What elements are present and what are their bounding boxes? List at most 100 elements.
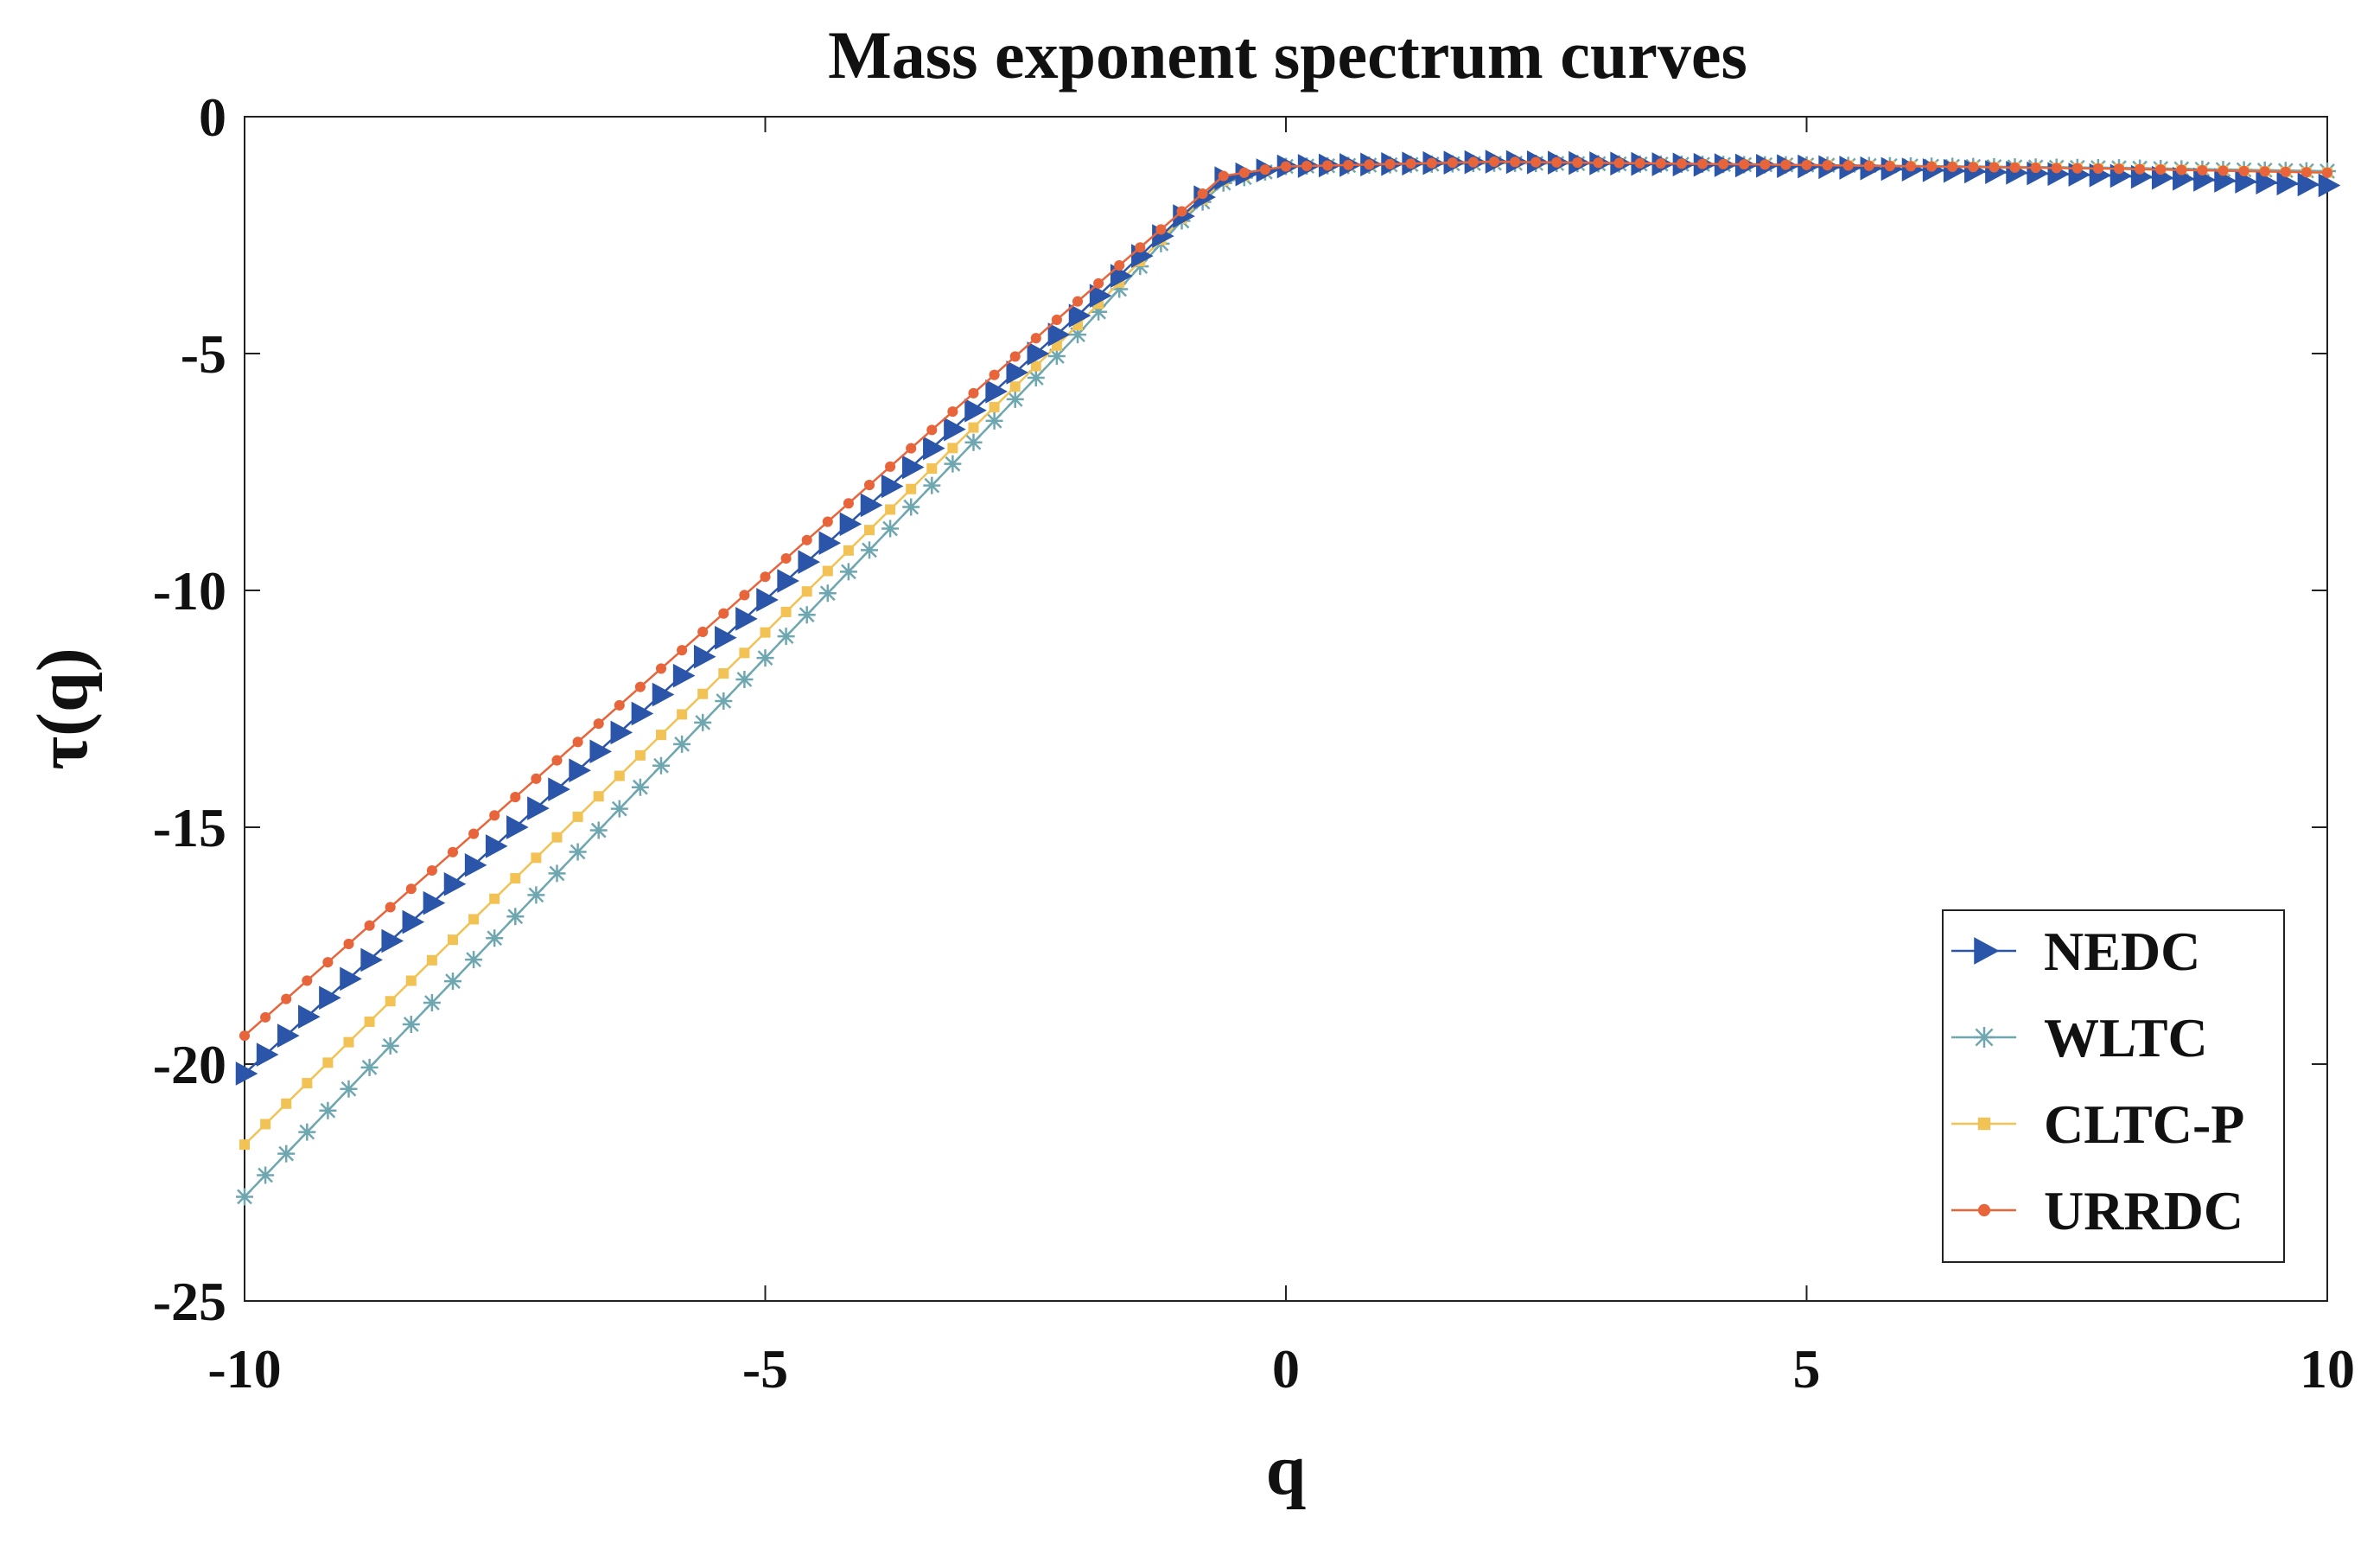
y-tick-label: -10 <box>153 560 226 622</box>
data-point-cltc-p <box>593 791 604 802</box>
data-point-wltc <box>277 1144 296 1163</box>
data-point-nedc <box>589 739 613 764</box>
data-point-urrdc <box>2051 163 2062 174</box>
data-point-urrdc <box>1280 161 1292 172</box>
data-point-wltc <box>923 476 941 494</box>
data-point-cltc-p <box>760 627 771 638</box>
data-point-nedc <box>360 947 383 972</box>
x-tick-label: 0 <box>1272 1338 1300 1400</box>
data-point-urrdc <box>947 406 958 418</box>
data-point-nedc <box>319 985 341 1011</box>
data-point-cltc-p <box>677 709 688 720</box>
data-point-nedc <box>964 398 987 423</box>
data-point-urrdc <box>385 902 396 913</box>
data-point-nedc <box>610 720 633 745</box>
data-point-nedc <box>944 417 966 442</box>
legend: NEDC WLTC CLTC-P URRDC <box>1942 909 2285 1263</box>
data-point-urrdc <box>1760 159 1771 170</box>
x-tick-label: -10 <box>207 1338 281 1400</box>
x-tick-label: -5 <box>742 1338 788 1400</box>
data-point-cltc-p <box>239 1139 250 1151</box>
data-point-urrdc <box>1593 157 1604 169</box>
data-point-urrdc <box>677 645 688 656</box>
data-point-nedc <box>652 682 675 707</box>
data-point-urrdc <box>614 699 625 711</box>
data-point-urrdc <box>989 369 1000 380</box>
data-point-nedc <box>443 871 467 896</box>
data-point-urrdc <box>2155 164 2167 175</box>
data-point-urrdc <box>1093 277 1104 289</box>
data-point-cltc-p <box>801 586 812 597</box>
data-point-wltc <box>881 520 900 538</box>
data-point-wltc <box>1131 258 1149 276</box>
data-point-urrdc <box>322 957 334 968</box>
data-point-urrdc <box>926 424 938 436</box>
data-point-nedc <box>527 796 550 820</box>
data-point-nedc <box>2297 172 2320 197</box>
data-point-urrdc <box>260 1011 271 1023</box>
x-tick-label: 10 <box>2300 1338 2355 1400</box>
data-point-nedc <box>277 1023 300 1048</box>
data-point-cltc-p <box>968 422 979 433</box>
data-point-cltc-p <box>468 914 480 925</box>
data-point-wltc <box>1069 326 1086 344</box>
data-point-cltc-p <box>656 730 666 741</box>
data-point-cltc-p <box>739 647 750 659</box>
data-point-urrdc <box>1405 158 1416 169</box>
data-point-urrdc <box>1968 162 1979 173</box>
data-point-wltc <box>735 671 754 689</box>
data-point-nedc <box>735 607 758 631</box>
data-point-cltc-p <box>822 565 833 577</box>
data-point-wltc <box>756 649 774 667</box>
data-point-wltc <box>631 778 649 796</box>
data-point-wltc <box>548 864 566 883</box>
legend-box <box>1942 909 2285 1263</box>
legend-label-urrdc: URRDC <box>2044 1180 2243 1241</box>
data-point-urrdc <box>822 516 833 527</box>
data-point-urrdc <box>1343 159 1354 170</box>
data-point-wltc <box>652 756 670 775</box>
data-point-wltc <box>589 821 608 839</box>
data-point-cltc-p <box>531 852 542 864</box>
data-point-urrdc <box>1488 156 1500 168</box>
data-point-cltc-p <box>614 770 625 781</box>
data-point-urrdc <box>2009 162 2020 173</box>
legend-item-nedc: NEDC <box>1951 921 2200 982</box>
y-tick-label: -20 <box>153 1034 226 1095</box>
data-point-urrdc <box>1613 157 1625 169</box>
data-point-wltc <box>1090 303 1108 321</box>
data-point-urrdc <box>1176 206 1187 217</box>
data-point-urrdc <box>1051 314 1062 326</box>
data-point-urrdc <box>968 387 979 399</box>
data-point-cltc-p <box>718 668 729 679</box>
data-point-nedc <box>423 890 446 915</box>
y-tick-label: -5 <box>181 323 226 385</box>
data-point-urrdc <box>551 755 563 766</box>
legend-item-urrdc: URRDC <box>1951 1180 2243 1241</box>
data-point-urrdc <box>1989 162 2000 173</box>
data-point-urrdc <box>1238 167 1250 178</box>
data-point-urrdc <box>1135 242 1146 253</box>
legend-marker-wltc <box>1974 1027 1995 1048</box>
data-point-urrdc <box>343 938 354 949</box>
data-point-urrdc <box>426 864 437 877</box>
data-point-nedc <box>860 493 883 518</box>
data-point-urrdc <box>2218 165 2229 176</box>
legend-label-nedc: NEDC <box>2044 921 2200 982</box>
data-point-urrdc <box>863 480 875 491</box>
data-point-wltc <box>1006 390 1024 408</box>
data-point-wltc <box>964 433 983 451</box>
series-layer <box>235 150 2341 1206</box>
data-point-cltc-p <box>780 606 792 617</box>
data-point-cltc-p <box>926 463 938 475</box>
data-point-urrdc <box>1842 160 1854 171</box>
data-point-wltc <box>381 1036 399 1055</box>
data-point-nedc <box>2256 170 2279 195</box>
data-point-wltc <box>506 908 525 926</box>
data-point-urrdc <box>1218 170 1229 182</box>
data-point-wltc <box>715 692 733 710</box>
data-point-urrdc <box>780 552 792 564</box>
data-point-nedc <box>2276 171 2300 196</box>
data-point-cltc-p <box>947 443 958 454</box>
data-point-urrdc <box>531 773 542 784</box>
